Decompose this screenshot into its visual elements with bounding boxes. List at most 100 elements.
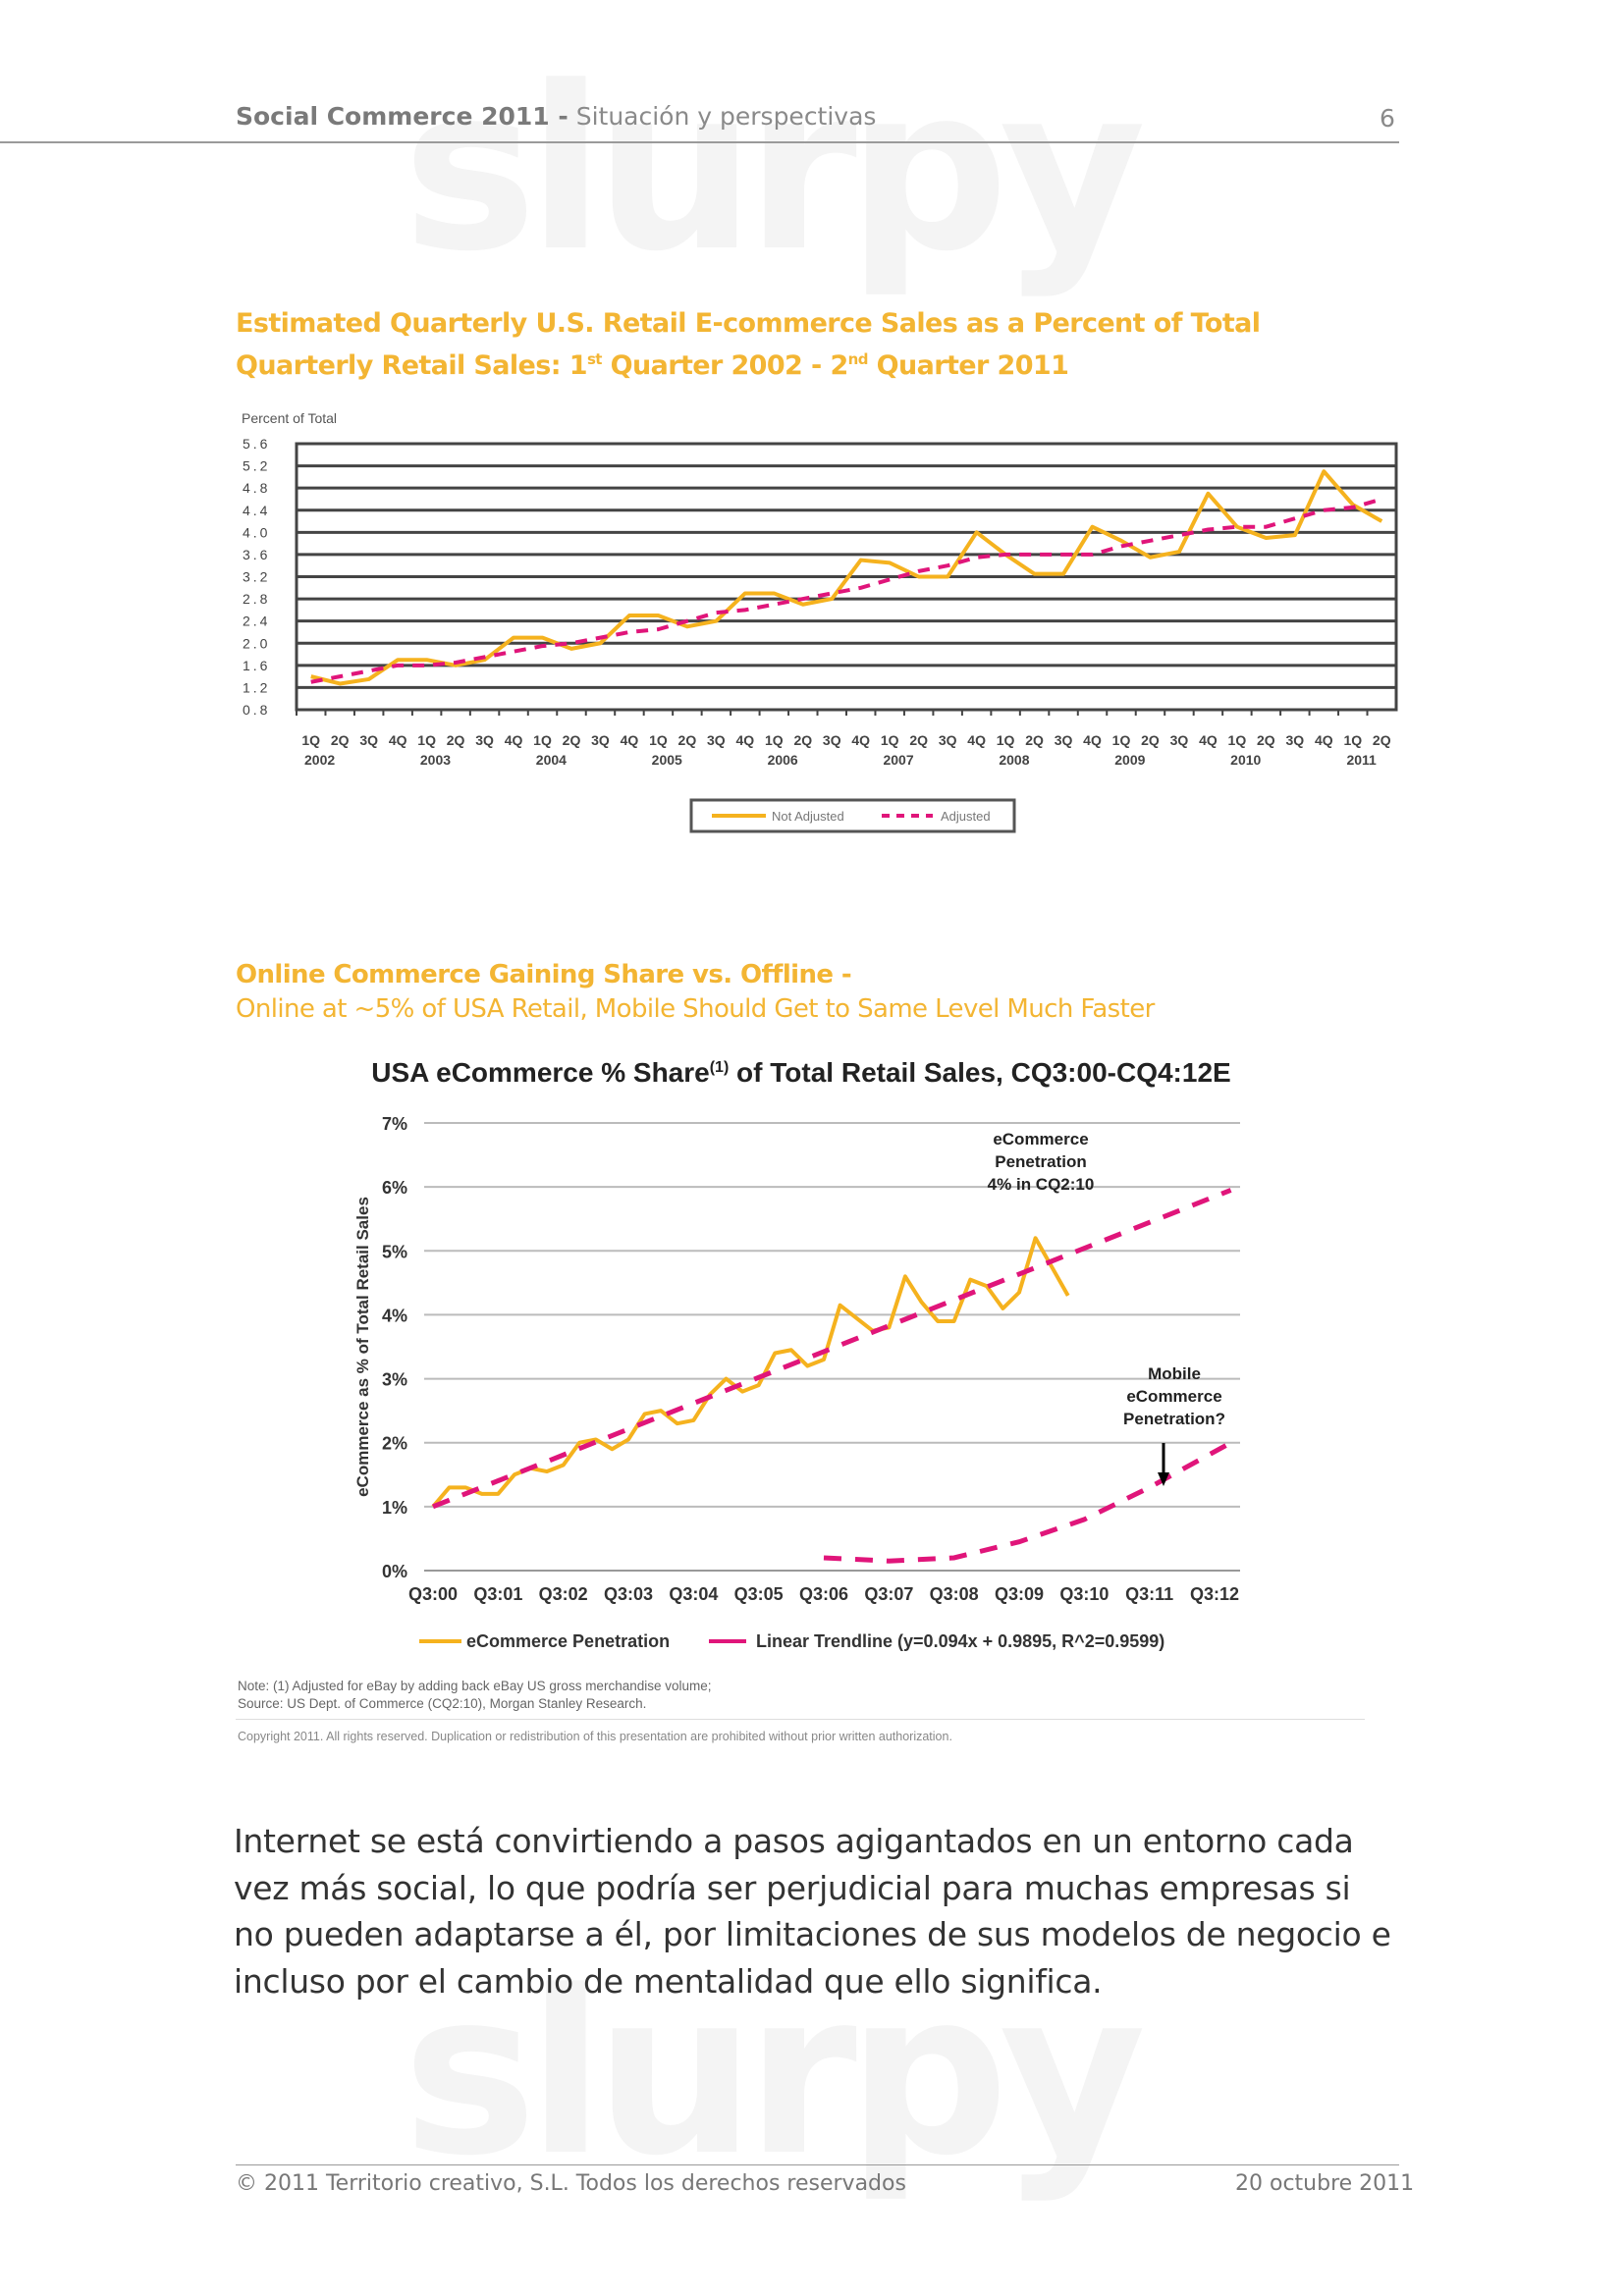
footer-copyright: © 2011 Territorio creativo, S.L. Todos l… [236, 2171, 906, 2196]
x-tick-label: 3Q [1055, 732, 1073, 748]
annotation-mobile: Mobile [1148, 1364, 1201, 1383]
chart2-ecommerce-share: USA eCommerce % Share(1) of Total Retail… [353, 1057, 1240, 1651]
series-ecommerce-penetration-line [431, 1236, 1070, 1509]
chart2-copyright: Copyright 2011. All rights reserved. Dup… [238, 1730, 952, 1743]
y-tick-label: 5.2 [243, 458, 270, 474]
x-tick-label: Q3:03 [604, 1584, 653, 1604]
x-year-label: 2002 [304, 752, 335, 768]
y-tick-label: 3% [382, 1370, 407, 1390]
y-tick-label: 6% [382, 1178, 407, 1198]
x-tick-label: 1Q [417, 732, 436, 748]
x-tick-label: Q3:09 [995, 1584, 1044, 1604]
y-tick-label: 4% [382, 1306, 407, 1325]
y-tick-label: 2.0 [243, 635, 270, 651]
y-tick-label: 2% [382, 1434, 407, 1454]
x-tick-label: 3Q [359, 732, 378, 748]
y-tick-label: 3.6 [243, 547, 270, 562]
x-tick-label: 1Q [1343, 732, 1362, 748]
x-tick-label: 2Q [563, 732, 581, 748]
x-year-label: 2009 [1114, 752, 1145, 768]
legend-label-trendline: Linear Trendline (y=0.094x + 0.9895, R^2… [756, 1631, 1164, 1651]
x-tick-label: Q3:06 [799, 1584, 848, 1604]
y-axis-label: Percent of Total [242, 410, 337, 426]
annotation-mobile: Penetration? [1123, 1410, 1225, 1428]
y-axis-label: eCommerce as % of Total Retail Sales [353, 1197, 372, 1497]
x-tick-label: 1Q [765, 732, 784, 748]
watermark: slurpy [403, 1944, 1146, 2206]
x-tick-label: 1Q [301, 732, 320, 748]
x-tick-label: 4Q [735, 732, 754, 748]
x-tick-label: 2Q [909, 732, 928, 748]
header-subtitle: Situación y perspectivas [568, 102, 877, 131]
header-rule [0, 141, 1399, 143]
x-tick-label: Q3:05 [734, 1584, 784, 1604]
chart2-title: USA eCommerce % Share(1) of Total Retail… [371, 1057, 1230, 1088]
legend-label-adjusted: Adjusted [941, 809, 991, 824]
body-paragraph: Internet se está convirtiendo a pasos ag… [234, 1822, 1391, 2001]
mobile-projection-line [823, 1440, 1232, 1564]
x-tick-label: 2Q [447, 732, 465, 748]
legend-label-not-adjusted: Not Adjusted [772, 809, 844, 824]
x-tick-label: Q3:10 [1059, 1584, 1109, 1604]
x-tick-label: 4Q [505, 732, 523, 748]
chart1-title-line1: Estimated Quarterly U.S. Retail E-commer… [236, 308, 1261, 339]
x-tick-label: 3Q [1285, 732, 1304, 748]
x-tick-label: 3Q [939, 732, 957, 748]
x-year-label: 2011 [1346, 752, 1377, 768]
x-tick-label: 3Q [591, 732, 610, 748]
x-year-label: 2010 [1230, 752, 1261, 768]
legend-label-ecommerce: eCommerce Penetration [466, 1631, 670, 1651]
x-year-label: 2003 [420, 752, 451, 768]
y-tick-label: 4.4 [243, 503, 270, 518]
x-tick-label: 1Q [649, 732, 668, 748]
x-tick-label: Q3:12 [1190, 1584, 1239, 1604]
arrow-head-icon [1158, 1472, 1169, 1486]
watermark: slurpy [403, 39, 1146, 301]
x-tick-label: 4Q [1083, 732, 1102, 748]
x-tick-label: Q3:08 [930, 1584, 979, 1604]
linear-trendline [432, 1188, 1232, 1510]
y-tick-label: 2.4 [243, 614, 270, 629]
x-year-label: 2008 [999, 752, 1029, 768]
y-tick-label: 1% [382, 1498, 407, 1518]
divider [236, 1719, 1365, 1720]
x-tick-label: 4Q [389, 732, 407, 748]
x-tick-label: 4Q [1199, 732, 1218, 748]
section2-subtitle: Online at ~5% of USA Retail, Mobile Shou… [236, 994, 1155, 1024]
x-tick-label: 3Q [823, 732, 841, 748]
x-tick-label: Q3:11 [1125, 1584, 1173, 1604]
x-tick-label: 4Q [851, 732, 870, 748]
x-year-label: 2004 [536, 752, 567, 768]
chart1-quarterly-ecommerce: Percent of Total 5.6 5.2 4.8 4.4 4.0 3.6 3.2 2.8… [242, 410, 1398, 833]
annotation-ecommerce: Penetration [995, 1152, 1087, 1171]
x-tick-label: 3Q [707, 732, 726, 748]
x-year-label: 2006 [768, 752, 798, 768]
x-tick-label: 2Q [1373, 732, 1391, 748]
y-tick-label: 0% [382, 1562, 407, 1581]
y-tick-label: 5.6 [243, 436, 270, 452]
x-tick-label: Q3:04 [669, 1584, 718, 1604]
x-tick-label: 2Q [1141, 732, 1160, 748]
y-tick-label: 1.2 [243, 679, 270, 695]
y-tick-label: 2.8 [243, 591, 270, 607]
footer-rule [236, 2164, 1399, 2165]
y-tick-label: 4.8 [243, 480, 270, 496]
page-number: 6 [1380, 104, 1395, 133]
annotation-mobile: eCommerce [1126, 1387, 1221, 1406]
x-tick-label: 4Q [621, 732, 639, 748]
x-tick-label: 2Q [1025, 732, 1044, 748]
chart2-source: Source: US Dept. of Commerce (CQ2:10), M… [238, 1696, 647, 1711]
section2-title: Online Commerce Gaining Share vs. Offlin… [236, 960, 852, 989]
y-tick-label: 0.8 [243, 702, 270, 718]
x-tick-label: 4Q [967, 732, 986, 748]
series-adjusted-line [310, 497, 1382, 684]
x-tick-label: Q3:02 [539, 1584, 588, 1604]
x-tick-label: Q3:00 [408, 1584, 458, 1604]
x-tick-label: 1Q [1228, 732, 1247, 748]
series-not-adjusted-line [310, 469, 1383, 686]
x-tick-label: 2Q [678, 732, 697, 748]
x-tick-label: 1Q [1112, 732, 1131, 748]
x-tick-label: 1Q [533, 732, 552, 748]
y-tick-label: 1.6 [243, 658, 270, 673]
x-year-label: 2005 [652, 752, 682, 768]
